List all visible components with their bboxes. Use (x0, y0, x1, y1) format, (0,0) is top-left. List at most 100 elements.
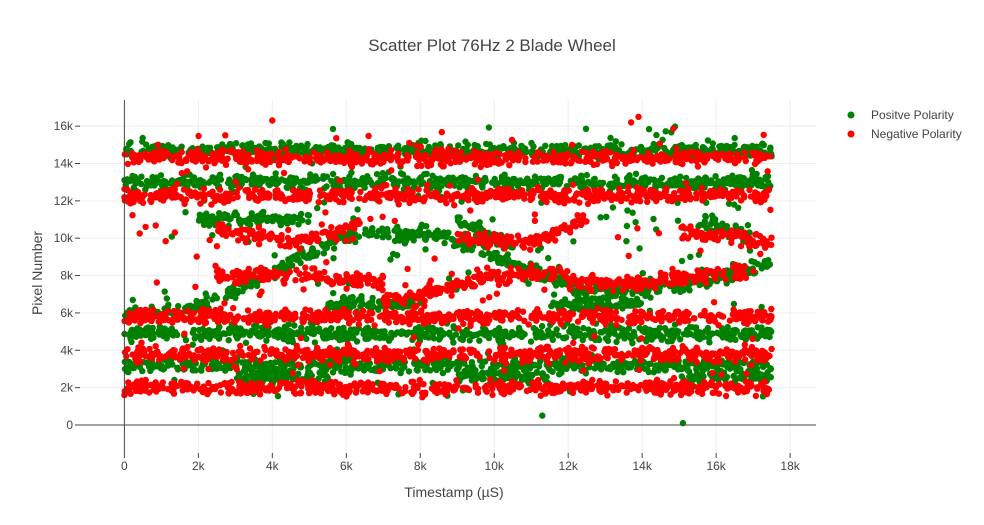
negative-polarity-point (693, 195, 700, 202)
positive-polarity-point (530, 325, 537, 332)
positive-polarity-point (764, 173, 772, 180)
positive-polarity-point (461, 219, 468, 227)
positive-polarity-point (455, 142, 462, 149)
positive-polarity-point (518, 142, 525, 150)
positive-polarity-point (618, 141, 625, 148)
negative-polarity-point (236, 156, 243, 163)
positive-polarity-point (597, 214, 604, 221)
positive-polarity-point (182, 209, 189, 216)
positive-polarity-point (226, 140, 234, 148)
positive-polarity-point (549, 181, 557, 188)
positive-polarity-point (624, 301, 631, 309)
negative-polarity-point (576, 199, 583, 206)
positive-polarity-point (393, 252, 401, 259)
positive-polarity-point (571, 333, 578, 341)
positive-polarity-point (744, 222, 752, 229)
negative-polarity-point (721, 190, 728, 198)
negative-polarity-point (159, 154, 166, 162)
positive-polarity-point (692, 141, 699, 149)
positive-polarity-point (330, 255, 337, 262)
negative-polarity-point (647, 157, 655, 164)
positive-polarity-point (740, 144, 748, 151)
positive-polarity-point (244, 141, 252, 148)
negative-polarity-point (767, 153, 774, 160)
negative-polarity-point (599, 193, 606, 200)
positive-polarity-point (765, 179, 772, 186)
negative-polarity-point (173, 193, 181, 200)
negative-polarity-point (737, 197, 745, 204)
positive-polarity-point (630, 177, 637, 184)
negative-polarity-point (539, 190, 547, 197)
positive-polarity-point (243, 219, 251, 227)
positive-polarity-point (356, 144, 363, 152)
negative-polarity-point (593, 151, 600, 159)
positive-polarity-point (539, 176, 547, 184)
positive-polarity-point (170, 332, 177, 339)
positive-polarity-point (539, 412, 546, 419)
positive-polarity-point (441, 239, 448, 247)
positive-polarity-point (700, 373, 707, 380)
positive-polarity-point (550, 291, 558, 298)
positive-polarity-point (397, 170, 405, 177)
positive-polarity-point (481, 331, 488, 338)
positive-polarity-point (445, 361, 452, 368)
negative-polarity-point (653, 155, 660, 163)
positive-polarity-point (240, 331, 247, 338)
positive-polarity-point (422, 246, 429, 253)
positive-polarity-point (742, 327, 749, 334)
positive-polarity-point (623, 238, 630, 245)
negative-polarity-point (307, 159, 314, 166)
positive-polarity-point (249, 181, 256, 188)
positive-polarity-point (133, 326, 140, 333)
positive-polarity-point (243, 176, 250, 184)
negative-polarity-point (258, 188, 265, 196)
positive-polarity-point (630, 328, 638, 336)
positive-polarity-point (390, 175, 398, 183)
positive-polarity-point (200, 218, 208, 225)
negative-polarity-point (378, 184, 385, 192)
positive-polarity-point (479, 180, 487, 187)
positive-polarity-point (624, 361, 631, 368)
positive-polarity-point (489, 216, 496, 223)
positive-polarity-point (553, 326, 560, 333)
negative-polarity-point (726, 150, 733, 157)
positive-polarity-point (646, 331, 653, 339)
negative-polarity-point (446, 182, 454, 189)
positive-polarity-point (767, 145, 774, 153)
negative-polarity-point (565, 187, 572, 194)
positive-polarity-point (305, 212, 313, 219)
positive-polarity-point (476, 337, 483, 344)
negative-polarity-point (453, 156, 461, 163)
positive-polarity-point (685, 329, 692, 336)
positive-polarity-point (306, 254, 313, 261)
positive-polarity-point (147, 329, 155, 336)
positive-polarity-point (168, 325, 175, 332)
positive-polarity-point (678, 257, 686, 265)
negative-polarity-point (477, 157, 484, 165)
positive-polarity-point (353, 329, 360, 336)
negative-polarity-point (628, 199, 635, 206)
negative-polarity-point (427, 161, 435, 169)
positive-polarity-point (604, 337, 612, 344)
negative-polarity-point (453, 192, 460, 200)
negative-polarity-point (471, 148, 478, 155)
positive-polarity-point (674, 217, 682, 224)
negative-polarity-point (650, 187, 657, 194)
positive-polarity-point (530, 143, 537, 150)
positive-polarity-point (275, 178, 282, 186)
positive-polarity-point (329, 170, 337, 178)
positive-polarity-point (510, 359, 517, 366)
positive-polarity-point (256, 181, 263, 189)
positive-polarity-point (338, 336, 346, 343)
positive-polarity-point (615, 364, 622, 371)
positive-polarity-point (582, 125, 590, 132)
negative-polarity-point (272, 191, 280, 198)
negative-polarity-point (148, 198, 155, 205)
negative-polarity-point (666, 155, 673, 162)
positive-polarity-point (618, 330, 625, 338)
negative-polarity-point (305, 187, 313, 195)
positive-polarity-point (580, 296, 587, 304)
positive-polarity-point (127, 139, 134, 146)
negative-polarity-point (383, 191, 390, 199)
